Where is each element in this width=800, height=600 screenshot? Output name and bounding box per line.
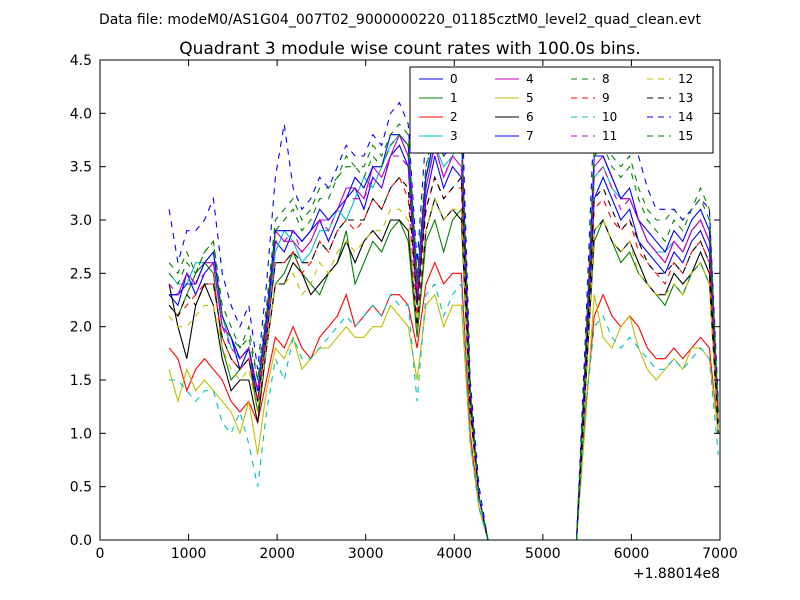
x-tick-label: 6000: [614, 546, 650, 562]
y-tick-label: 2.5: [70, 266, 92, 282]
series-line-5: [168, 293, 719, 541]
legend-label-9: 9: [602, 91, 610, 105]
x-tick-label: 2000: [259, 546, 295, 562]
x-tick-label: 4000: [436, 546, 472, 562]
ticks-layer: 0 1000 2000 3000 4000 5000 6000 7000 0.0 0.5 1.0 1.…: [70, 53, 738, 562]
series-line-12: [168, 196, 719, 541]
legend-label-5: 5: [526, 91, 534, 105]
legend-label-3: 3: [450, 129, 458, 143]
x-tick-label: 0: [96, 546, 105, 562]
x-tick-label: 3000: [348, 546, 384, 562]
x-tick-label: 7000: [702, 546, 738, 562]
y-tick-label: 2.0: [70, 320, 92, 336]
y-tick-label: 4.5: [70, 53, 92, 69]
x-offset-label: +1.88014e8: [633, 566, 720, 582]
series-line-15: [168, 132, 719, 541]
legend-box: [409, 66, 714, 154]
y-tick-label: 0.0: [70, 533, 92, 549]
legend-label-7: 7: [526, 129, 534, 143]
suptitle: Data file: modeM0/AS1G04_007T02_90000002…: [99, 12, 701, 28]
x-tick-label: 5000: [525, 546, 561, 562]
plot-area: 0 1000 2000 3000 4000 5000 6000 7000 0.0 0.5 1.0 1.…: [70, 53, 738, 562]
legend-label-0: 0: [450, 72, 458, 86]
y-tick-label: 3.5: [70, 160, 92, 176]
legend-label-14: 14: [678, 110, 693, 124]
legend-label-13: 13: [678, 91, 693, 105]
legend-label-2: 2: [450, 110, 458, 124]
chart-title: Quadrant 3 module wise count rates with …: [179, 39, 640, 59]
x-tick-label: 1000: [171, 546, 207, 562]
legend-label-12: 12: [678, 72, 693, 86]
legend-label-15: 15: [678, 129, 693, 143]
legend-label-1: 1: [450, 91, 458, 105]
y-tick-label: 3.0: [70, 213, 92, 229]
legend-label-11: 11: [602, 129, 617, 143]
series-line-13: [168, 175, 719, 541]
y-tick-label: 4.0: [70, 106, 92, 122]
legend-label-4: 4: [526, 72, 534, 86]
axes-frame: [99, 59, 721, 541]
y-tick-label: 1.5: [70, 373, 92, 389]
y-tick-label: 0.5: [70, 480, 92, 496]
legend-label-6: 6: [526, 110, 534, 124]
legend-label-10: 10: [602, 110, 617, 124]
series-line-11: [168, 143, 719, 541]
y-tick-label: 1.0: [70, 426, 92, 442]
legend-label-8: 8: [602, 72, 610, 86]
series-line-10: [169, 282, 719, 541]
series-layer: [168, 81, 719, 541]
